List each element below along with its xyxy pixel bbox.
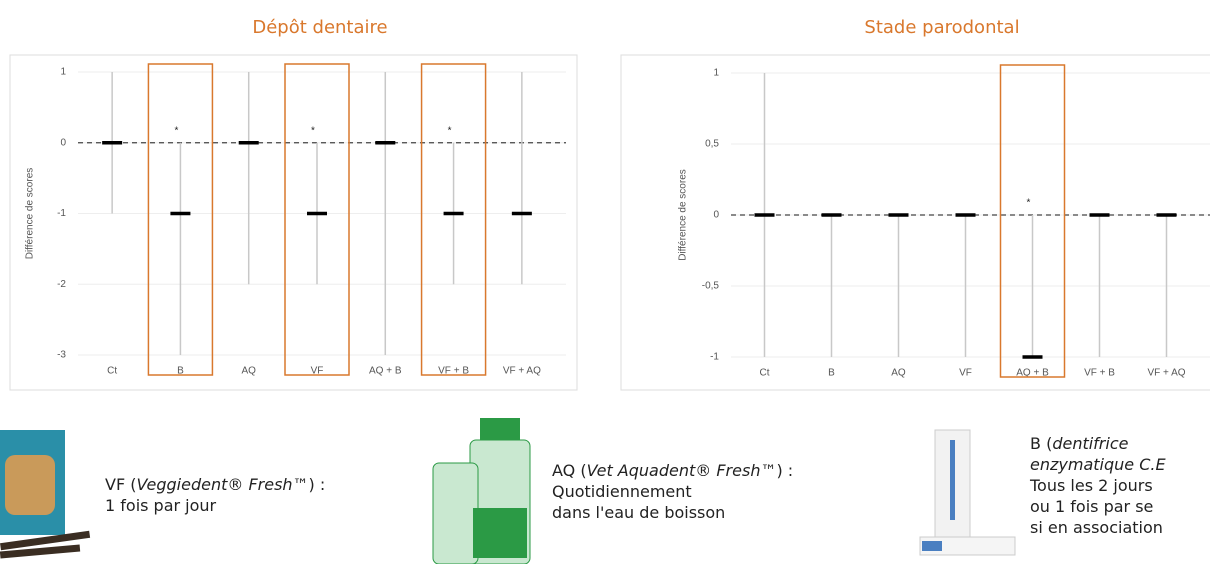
y-axis-label: Différence de scores: [25, 168, 36, 260]
significance: *: [1027, 198, 1031, 209]
x-tick-label: VF + AQ: [1147, 368, 1185, 379]
product-name: Veggiedent® Fresh™: [136, 475, 309, 494]
product-suffix: ) :: [308, 475, 326, 494]
product-heading: B (dentifrice: [1030, 433, 1166, 454]
x-tick-label: AQ + B: [1016, 368, 1049, 379]
product-line: ou 1 fois par se: [1030, 497, 1154, 516]
toothpaste-image: [919, 429, 1016, 556]
x-tick-label: Ct: [760, 368, 770, 379]
product-prefix: AQ (: [552, 461, 587, 480]
x-tick-label: B: [828, 368, 835, 379]
y-tick-label: -3: [57, 350, 66, 361]
x-tick-label: B: [177, 366, 184, 377]
significance: *: [448, 125, 452, 136]
product-heading: VF (Veggiedent® Fresh™) :: [105, 474, 325, 495]
y-tick-label: -1: [710, 352, 719, 363]
chart-title: Stade parodontal: [864, 17, 1019, 38]
y-tick-label: 0: [713, 210, 719, 221]
y-tick-label: 1: [60, 67, 66, 78]
tube: [919, 536, 1016, 556]
y-axis-label: Différence de scores: [678, 169, 689, 261]
highlight-box: [284, 63, 350, 376]
y-tick-label: -2: [57, 279, 66, 290]
highlight-box: [999, 64, 1066, 378]
x-tick-label: VF + AQ: [503, 366, 541, 377]
aquadent-image: [432, 418, 531, 564]
product-text: VF (Veggiedent® Fresh™) :1 fois par jour: [105, 474, 325, 516]
product-line: Quotidiennement: [552, 482, 692, 501]
x-tick-label: Ct: [107, 366, 117, 377]
significance: *: [311, 125, 315, 136]
x-tick-label: AQ + B: [369, 366, 402, 377]
x-tick-label: VF: [311, 366, 324, 377]
cap: [480, 418, 520, 443]
product-suffix: ) :: [776, 461, 794, 480]
tube-label: [922, 541, 942, 551]
y-tick-label: -1: [57, 208, 66, 219]
y-tick-label: -0,5: [702, 281, 720, 292]
product-name: dentifrice: [1052, 434, 1129, 453]
veggiedent-image: [0, 430, 91, 559]
label: [473, 508, 527, 558]
x-tick-label: AQ: [891, 368, 906, 379]
chart-frame: [620, 54, 1210, 391]
x-tick-label: VF + B: [1084, 368, 1115, 379]
product-line: si en association: [1030, 518, 1163, 537]
chew: [0, 544, 81, 559]
product-line: 1 fois par jour: [105, 496, 217, 515]
x-tick-label: AQ: [241, 366, 256, 377]
brush: [950, 440, 955, 520]
y-tick-label: 1: [713, 68, 719, 79]
product-name: Vet Aquadent® Fresh™: [586, 461, 777, 480]
chew: [0, 530, 91, 551]
charts: Dépôt dentaire Différence de scores -3 -2 -1…: [9, 17, 1210, 391]
bottle: [432, 462, 479, 564]
y-tick-label: 0: [60, 137, 66, 148]
product-text: B (dentifrice enzymatique C.E Tous les 2 j…: [1030, 433, 1166, 538]
x-tick-label: VF: [959, 368, 972, 379]
product-line: enzymatique C.E: [1030, 455, 1166, 474]
product-prefix: VF (: [105, 475, 137, 494]
highlight-box: [420, 63, 487, 376]
significance: *: [174, 125, 178, 136]
product-line: Tous les 2 jours: [1030, 476, 1153, 495]
product-heading: AQ (Vet Aquadent® Fresh™) :: [552, 460, 793, 481]
highlight-box: [147, 63, 214, 376]
x-tick-label: VF + B: [438, 366, 469, 377]
product-prefix: B (: [1030, 434, 1053, 453]
dog: [5, 455, 55, 515]
chart-title: Dépôt dentaire: [252, 17, 387, 38]
product-line: dans l'eau de boisson: [552, 503, 726, 522]
y-tick-label: 0,5: [705, 139, 719, 150]
product-text: AQ (Vet Aquadent® Fresh™) : Quotidienneme…: [552, 460, 793, 523]
chart-frame: [9, 54, 578, 391]
